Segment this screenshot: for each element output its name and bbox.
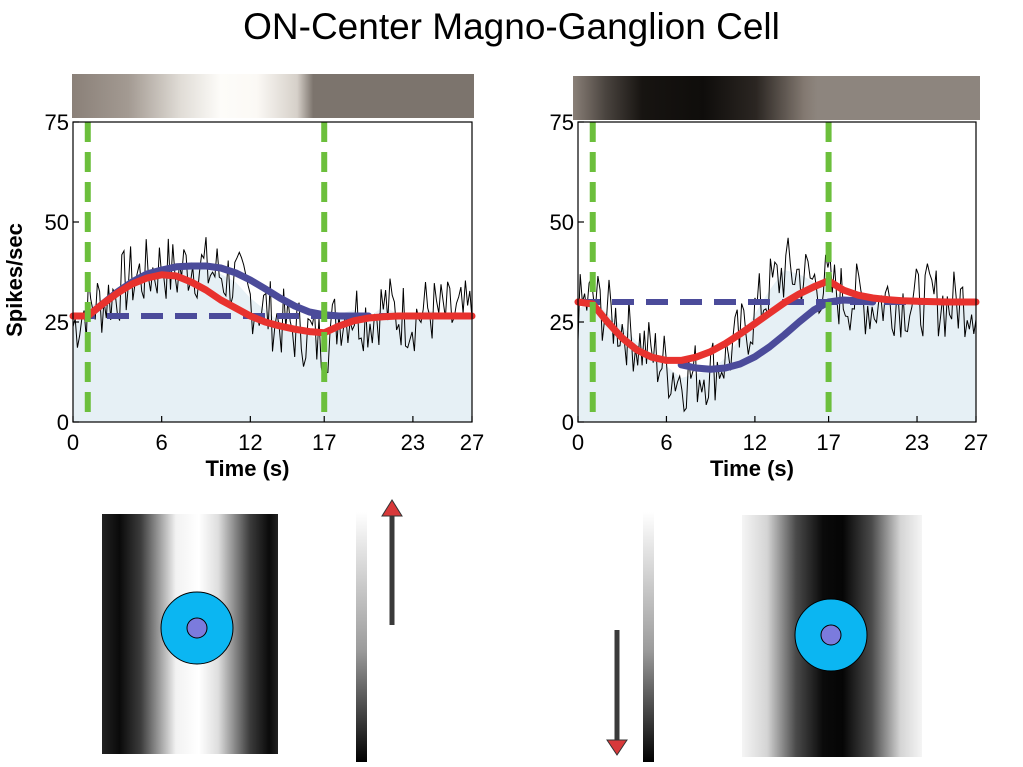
x-tick-label: 12	[743, 430, 767, 455]
y-tick-label: 25	[45, 310, 69, 335]
x-tick-label: 23	[401, 430, 425, 455]
model-blue-curve	[677, 296, 877, 373]
x-tick-label: 6	[156, 430, 168, 455]
x-tick-label: 0	[572, 430, 584, 455]
model-red-curve	[69, 271, 476, 337]
x-tick-label: 17	[816, 430, 840, 455]
plot-frame	[577, 121, 977, 423]
x-tick-label: 17	[312, 430, 336, 455]
receptive-field-center	[186, 617, 208, 639]
plot-frame	[72, 121, 473, 423]
receptive-field-center	[820, 624, 842, 646]
x-tick-label: 12	[238, 430, 262, 455]
y-tick-label: 50	[45, 210, 69, 235]
x-tick-label: 0	[67, 430, 79, 455]
luminance-strip-right	[643, 512, 654, 762]
luminance-strip-left	[356, 512, 367, 762]
y-tick-label: 50	[550, 210, 574, 235]
chart-panel-dark-bar: 0 25 50 75 0 6 12 17 23 27 Time (s)	[550, 76, 988, 481]
x-tick-label: 27	[964, 430, 988, 455]
y-tick-label: 75	[550, 110, 574, 135]
page-title: ON-Center Magno-Ganglion Cell	[243, 6, 780, 47]
stimulus-luminance-bar	[573, 76, 980, 120]
stimulus-illustrations	[102, 499, 922, 762]
model-red-curve	[574, 277, 980, 364]
x-tick-label: 23	[905, 430, 929, 455]
y-tick-label: 75	[45, 110, 69, 135]
x-axis-label: Time (s)	[710, 456, 794, 481]
y-tick-label: 0	[57, 410, 69, 435]
chart-panel-bright-bar: 0 25 50 75 0 6 12 17 23 27 Time (s) Spikes/sec	[2, 74, 484, 481]
y-axis-label: Spikes/sec	[2, 223, 27, 337]
response-trace	[577, 237, 977, 413]
x-tick-label: 27	[460, 430, 484, 455]
y-tick-label: 0	[562, 410, 574, 435]
x-axis-label: Time (s)	[206, 456, 290, 481]
arrow-down-icon	[606, 739, 628, 756]
arrow-up-icon	[381, 499, 403, 517]
stimulus-luminance-bar	[72, 74, 474, 118]
x-tick-label: 6	[660, 430, 672, 455]
y-tick-label: 25	[550, 310, 574, 335]
response-trace	[72, 237, 473, 381]
